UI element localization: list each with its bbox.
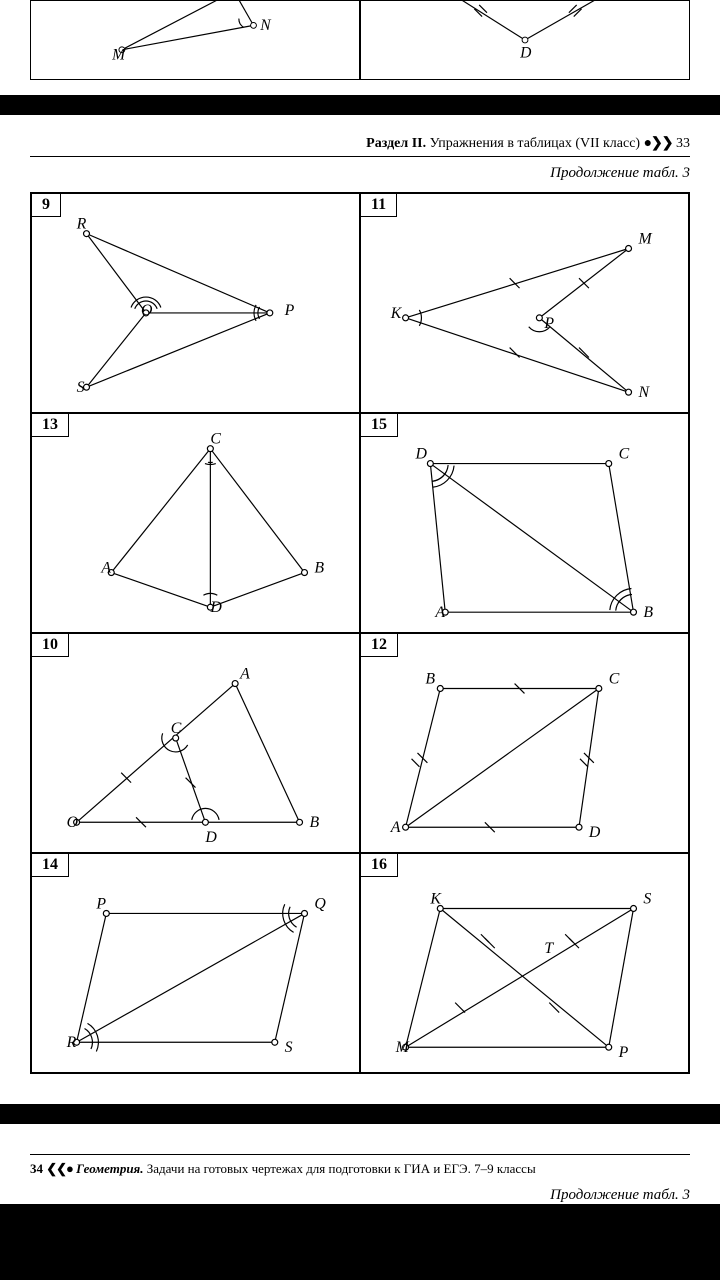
exercise-cell-14: 14 P Q R S <box>31 853 360 1073</box>
diagram-top-left: M N <box>31 1 359 79</box>
vertex-label-A: A <box>390 819 401 836</box>
vertex-label-B: B <box>309 814 319 831</box>
exercise-cell-15: 15 D C A B <box>360 413 689 633</box>
vertex-label-B: B <box>314 560 324 577</box>
vertex-label-C: C <box>210 431 221 448</box>
vertex-label-D: D <box>415 446 428 463</box>
footer-page-number: 34 <box>30 1161 43 1176</box>
vertex-label-D: D <box>209 599 222 616</box>
vertex-label-Q: Q <box>314 896 326 913</box>
exercise-cell-13: 13 C A B D <box>31 413 360 633</box>
vertex-label-S: S <box>77 379 85 396</box>
cell-number: 10 <box>31 633 69 657</box>
cell-number: 11 <box>360 193 397 217</box>
header-dots: ●❯❯ <box>644 136 673 151</box>
diagram-12: B C A D <box>361 634 688 852</box>
vertex-label-O: O <box>67 814 79 831</box>
table-continuation: Продолжение табл. 3 <box>30 165 690 182</box>
top-cell-left: M N <box>30 0 360 80</box>
diagram-15: D C A B <box>361 414 688 632</box>
vertex-label-P: P <box>284 302 295 319</box>
page-header: Раздел II. Упражнения в таблицах (VII кл… <box>30 135 690 157</box>
vertex-label-R: R <box>76 216 87 233</box>
cell-number: 16 <box>360 853 398 877</box>
vertex-label-S: S <box>285 1039 293 1056</box>
vertex-label-S: S <box>643 891 651 908</box>
exercise-cell-16: 16 K S T M P <box>360 853 689 1073</box>
page-number: 33 <box>676 136 690 151</box>
diagram-top-right: D <box>361 1 689 79</box>
vertex-label-C: C <box>171 720 182 737</box>
vertex-label-R: R <box>66 1034 77 1051</box>
footer-dots: ❮❮● <box>46 1161 73 1176</box>
vertex-label-T: T <box>544 940 554 957</box>
cell-number: 14 <box>31 853 69 877</box>
book-title: Геометрия. <box>76 1161 143 1176</box>
top-cell-right: D <box>360 0 690 80</box>
cell-number: 13 <box>31 413 69 437</box>
exercise-cell-11: 11 K M P N <box>360 193 689 413</box>
diagram-9: R O P S <box>32 194 359 412</box>
vertex-label-O: O <box>141 302 153 319</box>
vertex-label-P: P <box>543 315 554 332</box>
vertex-label-A: A <box>239 666 250 683</box>
page-footer: 34 ❮❮● Геометрия. Задачи на готовых черт… <box>30 1154 690 1177</box>
diagram-16: K S T M P <box>361 854 688 1072</box>
cell-number: 15 <box>360 413 398 437</box>
vertex-label-C: C <box>609 671 620 688</box>
exercise-cell-10: 10 A C O D B <box>31 633 360 853</box>
diagram-10: A C O D B <box>32 634 359 852</box>
page-fragment-top: M N D <box>0 0 720 95</box>
diagram-13: C A B D <box>32 414 359 632</box>
vertex-label-K: K <box>429 891 442 908</box>
page-fragment-bottom: 34 ❮❮● Геометрия. Задачи на готовых черт… <box>0 1124 720 1204</box>
page-33: Раздел II. Упражнения в таблицах (VII кл… <box>0 115 720 1104</box>
vertex-label-B: B <box>643 604 653 621</box>
label-D: D <box>519 45 532 62</box>
label-M: M <box>111 46 126 63</box>
top-fragment-grid: M N D <box>30 0 690 80</box>
vertex-label-C: C <box>619 446 630 463</box>
exercise-cell-12: 12 B C A D <box>360 633 689 853</box>
vertex-label-M: M <box>395 1039 410 1056</box>
vertex-label-D: D <box>204 829 217 846</box>
vertex-label-A: A <box>100 560 111 577</box>
diagram-11: K M P N <box>361 194 688 412</box>
cell-number: 12 <box>360 633 398 657</box>
cell-number: 9 <box>31 193 61 217</box>
vertex-label-D: D <box>588 824 601 841</box>
vertex-label-N: N <box>637 384 650 401</box>
vertex-label-P: P <box>95 896 106 913</box>
section-title: Упражнения в таблицах (VII класс) <box>426 136 643 151</box>
vertex-label-A: A <box>434 604 445 621</box>
exercise-grid: 9ROPS11KMPN13CABD15DCAB10ACODB12BCAD14PQ… <box>30 192 690 1074</box>
section-label: Раздел II. <box>366 136 426 151</box>
exercise-cell-9: 9R O P S <box>31 193 360 413</box>
vertex-label-K: K <box>390 305 403 322</box>
book-subtitle: Задачи на готовых чертежах для подготовк… <box>144 1161 536 1176</box>
vertex-label-B: B <box>425 671 435 688</box>
table-continuation-2: Продолжение табл. 3 <box>30 1187 690 1204</box>
label-N: N <box>259 17 272 34</box>
vertex-label-P: P <box>618 1044 629 1061</box>
diagram-14: P Q R S <box>32 854 359 1072</box>
vertex-label-M: M <box>637 231 652 248</box>
